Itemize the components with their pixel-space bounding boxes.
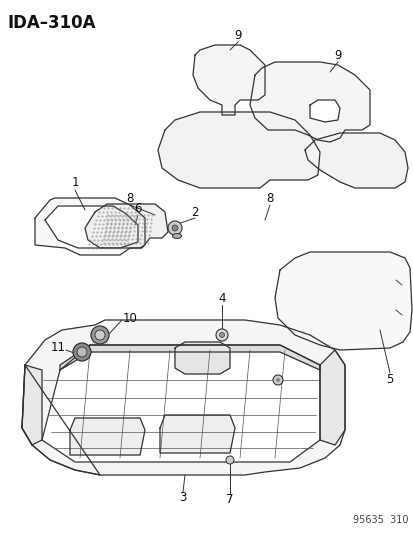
Polygon shape [274, 252, 411, 350]
Text: 9: 9 [333, 49, 341, 61]
Ellipse shape [93, 335, 107, 341]
Ellipse shape [172, 233, 181, 238]
Text: 11: 11 [50, 342, 65, 354]
Text: IDA–310A: IDA–310A [8, 14, 96, 32]
Text: 8: 8 [126, 191, 133, 205]
Text: 6: 6 [134, 201, 141, 214]
Ellipse shape [75, 352, 89, 358]
Circle shape [216, 329, 228, 341]
Text: 1: 1 [71, 176, 78, 190]
Polygon shape [319, 350, 344, 445]
Circle shape [168, 221, 182, 235]
Text: 3: 3 [179, 491, 186, 505]
Circle shape [95, 330, 105, 340]
Text: 95635  310: 95635 310 [353, 515, 408, 525]
Polygon shape [175, 342, 230, 374]
Text: 9: 9 [234, 28, 241, 42]
Polygon shape [159, 415, 235, 453]
Polygon shape [45, 206, 138, 248]
Polygon shape [249, 62, 369, 142]
Text: 10: 10 [122, 311, 137, 325]
Circle shape [91, 326, 109, 344]
Polygon shape [42, 345, 319, 462]
Polygon shape [309, 100, 339, 122]
Text: 2: 2 [191, 206, 198, 219]
Circle shape [73, 343, 91, 361]
Polygon shape [35, 198, 145, 255]
Polygon shape [192, 45, 264, 115]
Polygon shape [158, 112, 319, 188]
Circle shape [275, 378, 279, 382]
Text: 4: 4 [218, 292, 225, 304]
Circle shape [77, 347, 87, 357]
Text: 8: 8 [266, 191, 273, 205]
Polygon shape [22, 365, 42, 445]
Polygon shape [70, 418, 145, 455]
Polygon shape [60, 345, 319, 370]
Polygon shape [22, 320, 344, 475]
Polygon shape [304, 133, 407, 188]
Text: 5: 5 [385, 374, 393, 386]
Text: 7: 7 [225, 494, 233, 506]
Circle shape [171, 225, 178, 231]
Circle shape [272, 375, 282, 385]
Circle shape [219, 333, 224, 337]
Polygon shape [85, 204, 168, 248]
Circle shape [225, 456, 233, 464]
